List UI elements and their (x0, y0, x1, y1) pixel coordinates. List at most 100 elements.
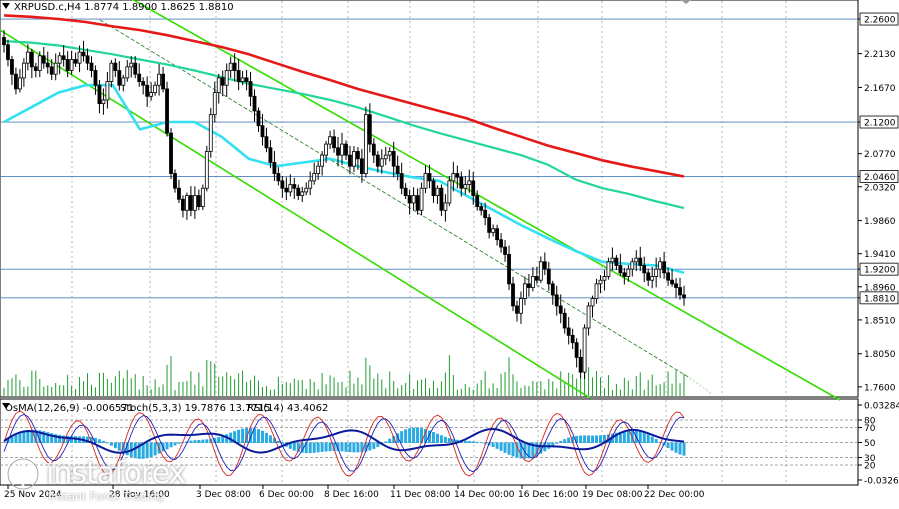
osma-bar (280, 442, 284, 445)
osma-bar (300, 442, 304, 453)
osma-bar (499, 442, 503, 451)
candle-body (332, 136, 336, 149)
candle-body (415, 195, 420, 211)
candle-body (272, 162, 277, 174)
candle-body (642, 265, 647, 274)
candle-body (527, 283, 531, 288)
time-axis: 25 Nov 2024 28 Nov 16:00 3 Dec 08:00 6 Dec … (4, 485, 705, 500)
candle-body (2, 37, 6, 46)
candle-body (654, 268, 659, 277)
osma-bar (66, 435, 70, 443)
candle-body (606, 261, 611, 277)
price-tick-label: 2.1670 (864, 84, 896, 94)
price-level-badge (859, 291, 899, 305)
osma-bar (638, 431, 642, 443)
indicator-tick-label: -0.032645 (864, 477, 899, 487)
osma-bar (515, 442, 519, 458)
candle-body (248, 81, 253, 97)
osma-bar (2, 442, 6, 443)
candle-body (177, 187, 181, 200)
osma-bar (264, 432, 268, 443)
candle-body (475, 195, 480, 208)
candle-body (582, 327, 587, 373)
indicator-collapse-icon[interactable] (2, 403, 10, 409)
osma-bar (431, 432, 435, 443)
candle-body (169, 132, 173, 174)
candle-body (427, 173, 432, 182)
osma-bar (205, 439, 209, 443)
osma-bar (117, 442, 121, 451)
candle-body (534, 276, 539, 281)
candle-body (658, 261, 663, 270)
collapse-triangle-icon[interactable] (2, 3, 10, 9)
osma-bar (245, 428, 249, 443)
osma-bar (471, 441, 475, 443)
price-level-badge (859, 170, 899, 183)
price-pane[interactable] (0, 0, 859, 398)
osma-bar (571, 436, 575, 443)
candle-body (200, 187, 205, 208)
osma-bar (14, 434, 18, 443)
osma-bar (427, 430, 431, 443)
candle-body (399, 173, 404, 189)
candle-body (586, 305, 591, 329)
candle-body (256, 110, 261, 127)
candle-body (602, 276, 607, 281)
osma-bar (491, 442, 495, 447)
osma-bar (467, 441, 471, 443)
osma-bar (567, 437, 571, 443)
candle-body (236, 70, 241, 82)
price-tick-label: 2.0320 (864, 183, 896, 193)
candle-body (550, 283, 555, 296)
brand-tagline: Instant Forex Trading (48, 490, 164, 503)
candle-body (137, 73, 142, 82)
stoch-main-line (3, 410, 685, 477)
price-tick-label: 1.9860 (864, 217, 896, 227)
osma-bar (551, 442, 555, 447)
candle-body (682, 294, 686, 299)
candle-body (304, 187, 309, 193)
osma-bar (173, 442, 177, 446)
osma-bar (22, 431, 26, 443)
time-tick-label: 25 Nov 2024 (4, 490, 62, 500)
osma-bar (658, 441, 662, 443)
osma-bar (455, 439, 459, 443)
osma-bar (400, 431, 404, 443)
candle-body (463, 184, 468, 189)
osma-bar (535, 442, 539, 456)
candle-body (25, 51, 30, 64)
osma-bar (26, 430, 30, 443)
candle-body (240, 77, 245, 82)
osma-bar (257, 429, 261, 443)
candle-body (435, 187, 440, 196)
candle-body (125, 66, 130, 79)
osma-bar (30, 429, 34, 443)
osma-bar (320, 442, 324, 452)
price-tick-label: 1.9200 (864, 266, 896, 276)
candle-body (101, 99, 106, 105)
osma-bar (316, 442, 320, 453)
candle-body (387, 151, 392, 156)
candle-body (244, 77, 249, 82)
osma-bar (229, 432, 233, 443)
candle-body (41, 55, 46, 64)
osma-bar (626, 430, 630, 443)
candle-body (578, 357, 583, 373)
candle-body (523, 283, 527, 299)
candle-body (204, 151, 209, 189)
osma-bar (360, 442, 364, 453)
candle-body (328, 136, 332, 145)
osma-bar (304, 442, 308, 454)
osma-bar (121, 442, 125, 454)
osma-bar (153, 442, 157, 456)
channel-mid-extension (689, 377, 713, 395)
osma-bar (133, 442, 137, 459)
candle-body (375, 154, 380, 167)
candle-body (356, 151, 360, 160)
candle-body (471, 180, 476, 196)
candle-body (288, 184, 293, 193)
osma-bar (105, 442, 109, 444)
candle-body (483, 209, 488, 219)
osma-bar (50, 433, 54, 443)
